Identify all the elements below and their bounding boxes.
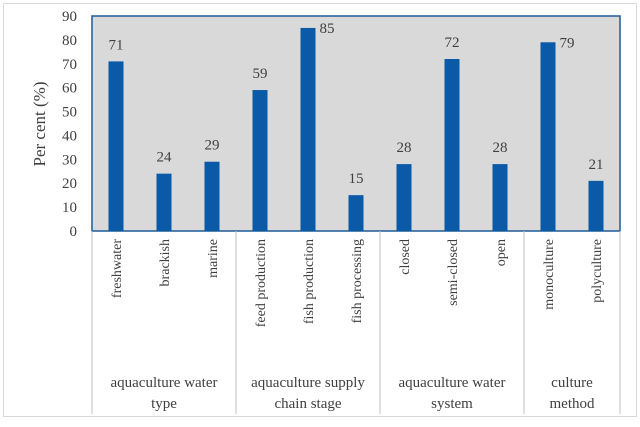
bar (540, 42, 556, 232)
x-tick-label: marine (206, 239, 221, 278)
data-label: 21 (589, 157, 604, 173)
y-tick-label: 60 (62, 81, 77, 97)
data-label: 71 (109, 37, 124, 53)
data-label: 85 (320, 21, 335, 37)
bar (444, 59, 460, 231)
bar (204, 161, 220, 231)
group-label: type (151, 396, 177, 412)
x-tick-label: fish processing (350, 239, 365, 323)
x-axis: freshwater brackish marine feed production f… (91, 231, 621, 414)
group-label: culture (551, 375, 593, 391)
y-tick-label: 0 (70, 224, 78, 240)
x-tick-label: feed production (254, 239, 269, 327)
data-label: 28 (493, 140, 508, 156)
y-tick-label: 30 (62, 152, 77, 168)
group-label: aquaculture supply (251, 375, 365, 391)
bar (396, 164, 412, 231)
data-label: 15 (349, 171, 364, 187)
group-label: aquaculture water (398, 375, 505, 391)
x-tick-label: closed (398, 239, 413, 275)
bar (492, 164, 508, 231)
y-axis-label: Per cent (%) (30, 82, 49, 167)
group-label: method (550, 396, 595, 412)
y-tick-label: 50 (62, 105, 77, 121)
y-tick-label: 90 (62, 9, 77, 25)
x-tick-label: freshwater (110, 239, 125, 298)
y-tick-label: 40 (62, 128, 77, 144)
y-axis: 0 10 20 30 40 50 60 70 80 90 (62, 9, 77, 240)
bar (252, 90, 268, 231)
x-tick-label: open (494, 239, 509, 266)
y-tick-label: 10 (62, 200, 77, 216)
value-labels: 71 24 29 59 85 15 28 72 28 79 21 (109, 21, 604, 187)
bar (108, 61, 124, 232)
bars (108, 27, 604, 232)
bar (300, 27, 316, 232)
bar (348, 195, 364, 231)
data-label: 79 (560, 35, 575, 51)
bar (156, 173, 172, 231)
data-label: 29 (205, 138, 220, 154)
data-label: 24 (157, 150, 173, 166)
x-tick-label: monoculture (542, 239, 557, 310)
group-label: aquaculture water (110, 375, 217, 391)
x-tick-label: semi-closed (446, 239, 461, 306)
x-tick-label: polyculture (590, 239, 605, 303)
y-tick-label: 70 (62, 57, 77, 73)
data-label: 59 (253, 66, 268, 82)
group-label: system (431, 396, 473, 412)
x-tick-label: brackish (158, 239, 173, 286)
y-tick-label: 80 (62, 33, 77, 49)
bar (588, 180, 604, 231)
group-label: chain stage (274, 396, 341, 412)
data-label: 28 (397, 140, 412, 156)
data-label: 72 (445, 35, 460, 51)
x-tick-label: fish production (302, 239, 317, 324)
y-tick-label: 20 (62, 176, 77, 192)
